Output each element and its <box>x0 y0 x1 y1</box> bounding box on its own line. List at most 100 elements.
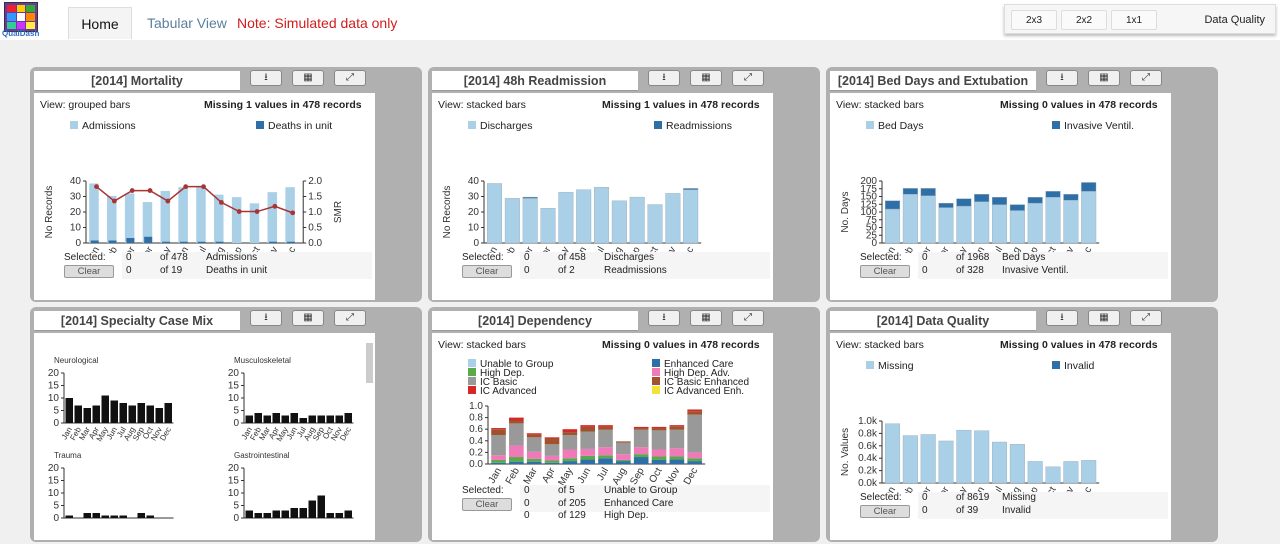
panel-2-x-tick-label: Dec <box>678 245 696 253</box>
specialty-bar <box>164 403 172 423</box>
panel-5-legend-item[interactable]: Unable to Group <box>468 359 553 370</box>
panel-6-legend-item[interactable]: Invalid <box>1052 360 1094 372</box>
specialty-bar <box>326 513 334 518</box>
table-icon: ▦ <box>1099 312 1109 323</box>
panel-5-legend-item[interactable]: IC Advanced <box>468 386 537 397</box>
panel-5-bar-segment <box>580 425 595 427</box>
panel-3-y-tick-label: 25 <box>866 230 878 241</box>
panel-4-scrollbar[interactable] <box>366 343 373 383</box>
panel-4-expand-button[interactable]: ⤢ <box>334 310 366 326</box>
panel-6-table-button[interactable]: ▦ <box>1088 310 1120 326</box>
simulated-data-note: Note: Simulated data only <box>237 15 398 31</box>
panel-1-legend-item[interactable]: Deaths in unit <box>256 120 332 132</box>
legend-label: High Dep. Adv. <box>664 368 730 379</box>
specialty-label: Gastrointestinal <box>234 451 290 460</box>
specialty-bar <box>317 415 325 423</box>
panel-2-table-button[interactable]: ▦ <box>690 70 722 86</box>
panel-2-clear-button[interactable]: Clear <box>462 265 512 278</box>
panel-1-series-name: Admissions <box>206 252 258 263</box>
specialty-bar <box>65 398 73 423</box>
panel-2-legend-item[interactable]: Readmissions <box>654 120 732 132</box>
specialty-bar <box>335 513 343 518</box>
panel-2-download-button[interactable]: ⭳ <box>648 70 680 86</box>
panel-3-bar-segment <box>974 201 990 244</box>
panel-3-download-button[interactable]: ⭳ <box>1046 70 1078 86</box>
panel-2-legend-item[interactable]: Discharges <box>468 120 533 132</box>
specialty-bar <box>299 418 307 423</box>
panel-1-expand-button[interactable]: ⤢ <box>334 70 366 86</box>
panel-5-x-tick-label: Jul <box>595 466 611 483</box>
panel-6-clear-button[interactable]: Clear <box>860 505 910 518</box>
data-quality-link[interactable]: Data Quality <box>1204 14 1265 26</box>
panel-6-chart: 0.0k0.2k 0.4k0.6k 0.8k1.0k No. Values JanFeb… <box>840 416 1100 493</box>
panel-5-legend-item[interactable]: IC Basic <box>468 377 517 388</box>
panel-6-x-tick-label: Dec <box>1076 485 1094 493</box>
panel-5-selected-count: 0 <box>524 510 530 521</box>
panel-1-download-button[interactable]: ⭳ <box>250 70 282 86</box>
panel-5-bar-segment <box>580 426 595 432</box>
panel-2-selection-summary: Selected: Clear 0 of 458 Discharges 0 of 2 Read… <box>462 252 772 279</box>
panel-5: [2014] Dependency ⭳ ▦ ⤢ View: stacked bars Mi… <box>428 307 820 542</box>
panel-3-legend-item[interactable]: Bed Days <box>866 120 924 132</box>
panel-5-table-button[interactable]: ▦ <box>690 310 722 326</box>
specialty-bar <box>128 405 136 423</box>
panel-6-x-tick-label: May <box>950 485 969 493</box>
layout-1x1-button[interactable]: 1x1 <box>1111 10 1157 30</box>
panel-3-x-tick-label: Apr <box>934 244 952 253</box>
panel-5-bar-segment <box>616 459 631 462</box>
panel-4-download-button[interactable]: ⭳ <box>250 310 282 326</box>
panel-3-legend-item[interactable]: Invasive Ventil. <box>1052 120 1134 132</box>
legend-label: IC Advanced Enh. <box>664 386 745 397</box>
selection-background <box>918 252 1168 279</box>
tab-tabular-view[interactable]: Tabular View <box>147 15 227 31</box>
panel-1-legend-item[interactable]: Admissions <box>70 120 136 132</box>
panel-6-legend-item[interactable]: Missing <box>866 360 914 372</box>
panel-3-x-tick-label: Mar <box>916 244 934 253</box>
panel-1-x-tick-label: Feb <box>102 245 120 253</box>
panel-5-legend-item[interactable]: High Dep. <box>468 368 524 379</box>
panel-1-selected-label: Selected: <box>64 252 106 263</box>
panel-6-y-tick-label: 0.2k <box>858 466 878 477</box>
panel-5-expand-button[interactable]: ⤢ <box>732 310 764 326</box>
panel-6-bar-segment <box>974 430 990 484</box>
specialty-bar <box>110 400 118 423</box>
panel-5-bar-segment <box>633 454 649 458</box>
panel-1-clear-button[interactable]: Clear <box>64 265 114 278</box>
panel-1-smr-point <box>254 209 260 214</box>
panel-3-table-button[interactable]: ▦ <box>1088 70 1120 86</box>
panel-2-total-count: of 458 <box>558 252 586 263</box>
tab-home[interactable]: Home <box>68 7 132 39</box>
panel-6-bar-segment <box>1009 443 1025 484</box>
panel-5-legend-item[interactable]: IC Basic Enhanced <box>652 377 749 388</box>
panel-2-selected-count: 0 <box>524 252 530 263</box>
panel-3-expand-button[interactable]: ⤢ <box>1130 70 1162 86</box>
panel-2-selected-count: 0 <box>524 264 530 276</box>
panel-5-legend-item[interactable]: IC Advanced Enh. <box>652 386 745 397</box>
panel-1-bar-deaths <box>162 241 171 243</box>
panel-6-download-button[interactable]: ⭳ <box>1046 310 1078 326</box>
panel-1-table-button[interactable]: ▦ <box>292 70 324 86</box>
panel-5-bar-segment <box>491 455 506 460</box>
panel-3-bar-segment <box>956 205 972 244</box>
panel-3-view-label: View: stacked bars <box>836 99 924 111</box>
layout-2x2-button[interactable]: 2x2 <box>1061 10 1107 30</box>
panel-5-bar-segment <box>687 458 702 462</box>
layout-2x3-button[interactable]: 2x3 <box>1011 10 1057 30</box>
panel-6-expand-button[interactable]: ⤢ <box>1130 310 1162 326</box>
panel-6-x-tick-label: Nov <box>1058 485 1076 493</box>
panel-5-y-tick-label: 0.2 <box>469 447 483 458</box>
panel-2-expand-button[interactable]: ⤢ <box>732 70 764 86</box>
specialty-bar <box>245 415 253 423</box>
panel-3-bar-segment <box>1027 202 1043 244</box>
panel-5-legend-item[interactable]: High Dep. Adv. <box>652 368 730 379</box>
panel-5-download-button[interactable]: ⭳ <box>648 310 680 326</box>
panel-2-view-label: View: stacked bars <box>438 99 526 111</box>
panel-5-clear-button[interactable]: Clear <box>462 498 512 511</box>
table-icon: ▦ <box>701 312 711 323</box>
panel-1-x-tick-label: Mar <box>120 244 138 253</box>
panel-4-table-button[interactable]: ▦ <box>292 310 324 326</box>
panel-5-legend-item[interactable]: Enhanced Care <box>652 359 734 370</box>
panel-3-total-count: of 1968 <box>956 252 990 263</box>
panel-3-clear-button[interactable]: Clear <box>860 265 910 278</box>
